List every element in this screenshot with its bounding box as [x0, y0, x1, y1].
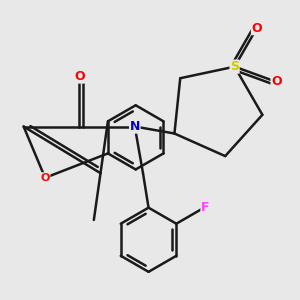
Text: O: O — [271, 75, 282, 88]
Text: N: N — [130, 120, 140, 133]
Text: O: O — [251, 22, 262, 35]
Text: S: S — [230, 60, 239, 73]
Text: O: O — [74, 70, 85, 83]
Text: O: O — [40, 173, 50, 183]
Text: F: F — [201, 200, 209, 214]
